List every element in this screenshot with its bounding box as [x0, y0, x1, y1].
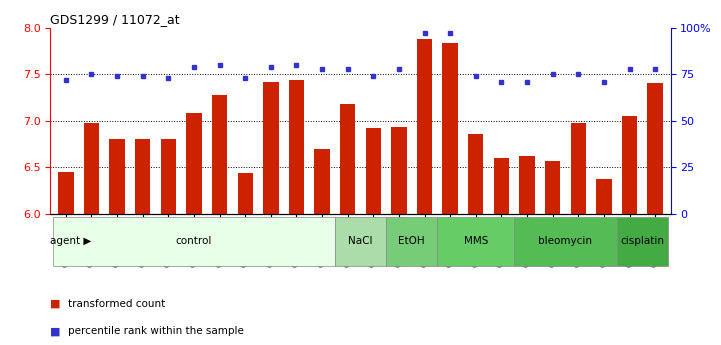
Text: ■: ■ — [50, 326, 61, 336]
Bar — [110, 139, 125, 214]
Text: cisplatin: cisplatin — [620, 237, 664, 246]
Bar — [212, 95, 227, 214]
Bar — [340, 104, 355, 214]
Bar — [647, 83, 663, 214]
Text: GDS1299 / 11072_at: GDS1299 / 11072_at — [50, 13, 180, 27]
Text: percentile rank within the sample: percentile rank within the sample — [68, 326, 244, 336]
Text: control: control — [176, 237, 212, 246]
Bar — [622, 116, 637, 214]
Bar — [494, 158, 509, 214]
Bar — [335, 217, 386, 266]
Bar — [263, 82, 278, 214]
Bar — [443, 43, 458, 214]
Bar — [616, 217, 668, 266]
Bar — [186, 113, 202, 214]
Text: bleomycin: bleomycin — [539, 237, 593, 246]
Bar — [135, 139, 151, 214]
Bar — [237, 173, 253, 214]
Bar — [570, 122, 586, 214]
Bar — [386, 217, 438, 266]
Bar — [314, 149, 329, 214]
Text: MMS: MMS — [464, 237, 488, 246]
Text: EtOH: EtOH — [399, 237, 425, 246]
Bar — [596, 179, 611, 214]
Text: ■: ■ — [50, 299, 61, 308]
Bar — [545, 161, 560, 214]
Bar — [392, 127, 407, 214]
Text: NaCl: NaCl — [348, 237, 373, 246]
Bar — [84, 122, 99, 214]
Bar — [514, 217, 616, 266]
Bar — [58, 172, 74, 214]
Bar — [53, 217, 335, 266]
Bar — [366, 128, 381, 214]
Text: agent ▶: agent ▶ — [50, 237, 92, 246]
Bar — [288, 80, 304, 214]
Bar — [417, 39, 433, 214]
Bar — [519, 156, 535, 214]
Text: transformed count: transformed count — [68, 299, 166, 308]
Bar — [468, 134, 484, 214]
Bar — [161, 139, 176, 214]
Bar — [438, 217, 514, 266]
